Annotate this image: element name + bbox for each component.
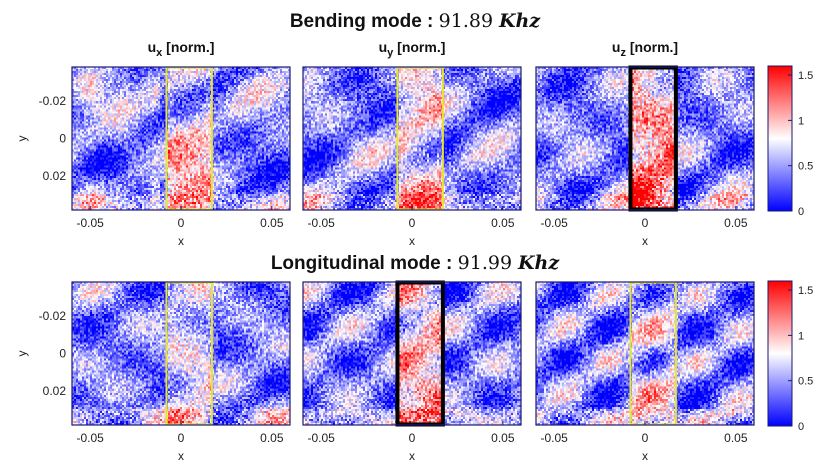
colorbar-0 <box>767 65 793 212</box>
x-tick-label-r1-c0-0: -0.05 <box>76 431 104 445</box>
heatmap-image-r0-c1 <box>303 67 521 210</box>
x-tick-label-r1-c1-1: 0 <box>409 431 416 445</box>
x-tick-label-r1-c2-1: 0 <box>642 431 649 445</box>
panel-title-r0-c0: ux [norm.] <box>148 39 215 59</box>
colorbar-tick-label-0-2: 0.5 <box>798 161 813 173</box>
y-tick-label-r0-2: 0.02 <box>43 169 67 183</box>
x-tick-label-r0-c2-0: -0.05 <box>540 216 568 230</box>
y-tick-label-r0-1: 0 <box>59 132 66 146</box>
y-tick-label-r1-0: -0.02 <box>39 309 67 323</box>
x-tick-label-r0-c1-0: -0.05 <box>307 216 335 230</box>
heatmap-image-r1-c2 <box>536 282 754 425</box>
x-tick-label-r1-c1-0: -0.05 <box>307 431 335 445</box>
x-tick-label-r0-c0-2: 0.05 <box>260 216 284 230</box>
x-tick-label-r1-c2-0: -0.05 <box>540 431 568 445</box>
colorbar-tick-label-0-3: 0 <box>798 206 804 218</box>
colorbar-tick-label-0-1: 1 <box>798 115 804 127</box>
x-tick-label-r1-c1-2: 0.05 <box>491 431 515 445</box>
x-tick-label-r0-c2-1: 0 <box>642 216 649 230</box>
heatmap-image-r0-c0 <box>72 67 290 210</box>
x-tick-label-r1-c0-1: 0 <box>178 431 185 445</box>
colorbar-tick-label-1-2: 0.5 <box>798 376 813 388</box>
x-tick-label-r1-c2-2: 0.05 <box>724 431 748 445</box>
colorbar-1 <box>767 280 793 427</box>
x-axis-label-r0-c0: x <box>178 234 184 248</box>
heatmap-image-r1-c0 <box>72 282 290 425</box>
colorbar-tick-label-1-3: 0 <box>798 421 804 433</box>
x-axis-label-r1-c0: x <box>178 449 184 463</box>
x-tick-label-r0-c2-2: 0.05 <box>724 216 748 230</box>
x-axis-label-r0-c2: x <box>642 234 648 248</box>
x-axis-label-r1-c2: x <box>642 449 648 463</box>
row-title-0: Bending mode : 91.89 Khz <box>290 10 542 32</box>
heatmap-image-r1-c1 <box>303 282 521 425</box>
panel-title-r0-c1: uy [norm.] <box>379 39 446 59</box>
x-tick-label-r0-c0-0: -0.05 <box>76 216 104 230</box>
x-tick-label-r1-c0-2: 0.05 <box>260 431 284 445</box>
y-axis-label-0: y <box>15 136 29 142</box>
colorbar-tick-label-0-0: 1.5 <box>798 70 813 82</box>
colorbar-tick-label-1-1: 1 <box>798 330 804 342</box>
panel-title-r0-c2: uz [norm.] <box>612 39 678 59</box>
y-axis-label-1: y <box>15 351 29 357</box>
x-tick-label-r0-c0-1: 0 <box>178 216 185 230</box>
row-title-1: Longitudinal mode : 91.99 Khz <box>271 252 561 274</box>
x-tick-label-r0-c1-1: 0 <box>409 216 416 230</box>
y-tick-label-r1-1: 0 <box>59 347 66 361</box>
heatmap-image-r0-c2 <box>536 67 754 210</box>
colorbar-tick-label-1-0: 1.5 <box>798 285 813 297</box>
x-axis-label-r1-c1: x <box>409 449 415 463</box>
x-axis-label-r0-c1: x <box>409 234 415 248</box>
y-tick-label-r1-2: 0.02 <box>43 384 67 398</box>
y-tick-label-r0-0: -0.02 <box>39 94 67 108</box>
x-tick-label-r0-c1-2: 0.05 <box>491 216 515 230</box>
